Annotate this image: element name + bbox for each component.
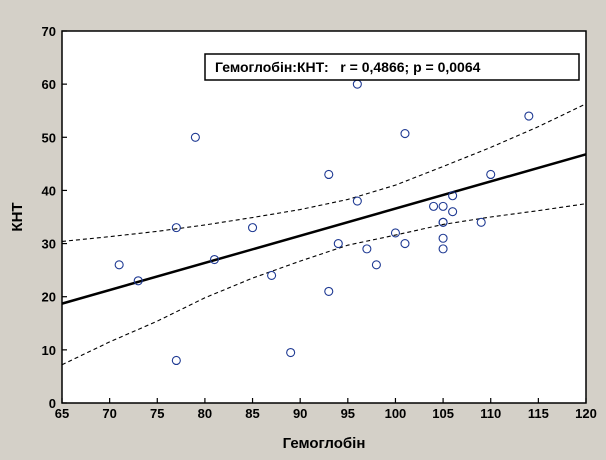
- y-tick-label: 0: [49, 396, 56, 411]
- data-point: [133, 276, 143, 286]
- data-point: [448, 191, 458, 201]
- x-tick-label: 85: [245, 406, 259, 421]
- confidence-band-upper: [61, 103, 587, 242]
- y-axis-ticks: 0 10 20 30 40 50 60 70: [42, 24, 67, 411]
- data-point: [390, 228, 401, 238]
- data-point: [438, 233, 448, 243]
- data-point: [352, 196, 362, 206]
- data-point: [438, 201, 448, 211]
- y-tick-label: 50: [42, 130, 56, 145]
- data-point: [438, 244, 448, 254]
- data-point: [324, 169, 334, 180]
- y-axis-title: КНТ: [9, 202, 26, 231]
- regression-line-group: [61, 153, 587, 305]
- x-tick-label: 105: [432, 406, 454, 421]
- data-point: [448, 207, 458, 217]
- data-point: [171, 355, 181, 366]
- data-point: [371, 260, 381, 270]
- data-point: [486, 169, 496, 180]
- data-point: [324, 286, 334, 296]
- x-tick-label: 100: [385, 406, 407, 421]
- data-point: [333, 239, 343, 249]
- annotation-box: [204, 53, 580, 81]
- y-tick-label: 40: [42, 183, 56, 198]
- confidence-band-lower: [61, 203, 587, 366]
- x-tick-label: 115: [528, 406, 549, 421]
- data-point: [114, 260, 124, 270]
- x-tick-label: 90: [293, 406, 307, 421]
- data-point: [476, 217, 486, 227]
- data-points-group: [114, 79, 534, 366]
- y-tick-label: 70: [42, 24, 56, 39]
- x-tick-label: 95: [341, 406, 355, 421]
- data-point: [400, 239, 410, 249]
- data-point: [286, 347, 296, 358]
- x-axis-ticks: 65 70 75 80 85 90 95 100 105 110 115 120: [55, 398, 597, 421]
- data-point: [190, 132, 200, 142]
- y-tick-label: 60: [42, 77, 56, 92]
- data-point: [267, 270, 277, 281]
- plot-area: [61, 30, 587, 404]
- regression-line: [61, 153, 587, 305]
- data-point: [247, 223, 258, 233]
- y-tick-label: 30: [42, 237, 56, 252]
- x-axis-title: Гемоглобін: [283, 435, 366, 452]
- data-point: [429, 201, 439, 211]
- y-tick-label: 10: [42, 343, 56, 358]
- data-point: [209, 254, 219, 265]
- data-point: [362, 244, 372, 254]
- x-tick-label: 80: [198, 406, 212, 421]
- x-tick-label: 110: [480, 406, 501, 421]
- confidence-band-group: [61, 103, 587, 366]
- x-tick-label: 75: [150, 406, 164, 421]
- data-point: [400, 129, 410, 139]
- y-tick-label: 20: [42, 290, 56, 305]
- data-point: [171, 223, 181, 233]
- data-point: [524, 111, 534, 121]
- x-tick-label: 70: [102, 406, 116, 421]
- x-tick-label: 65: [55, 406, 69, 421]
- correlation-annotation: Гемоглобін:КНТ: r = 0,4866; p = 0,0064: [215, 59, 481, 75]
- x-tick-label: 120: [575, 406, 597, 421]
- correlation-annotation-group: Гемоглобін:КНТ: r = 0,4866; p = 0,0064: [204, 53, 580, 81]
- data-point: [438, 217, 448, 227]
